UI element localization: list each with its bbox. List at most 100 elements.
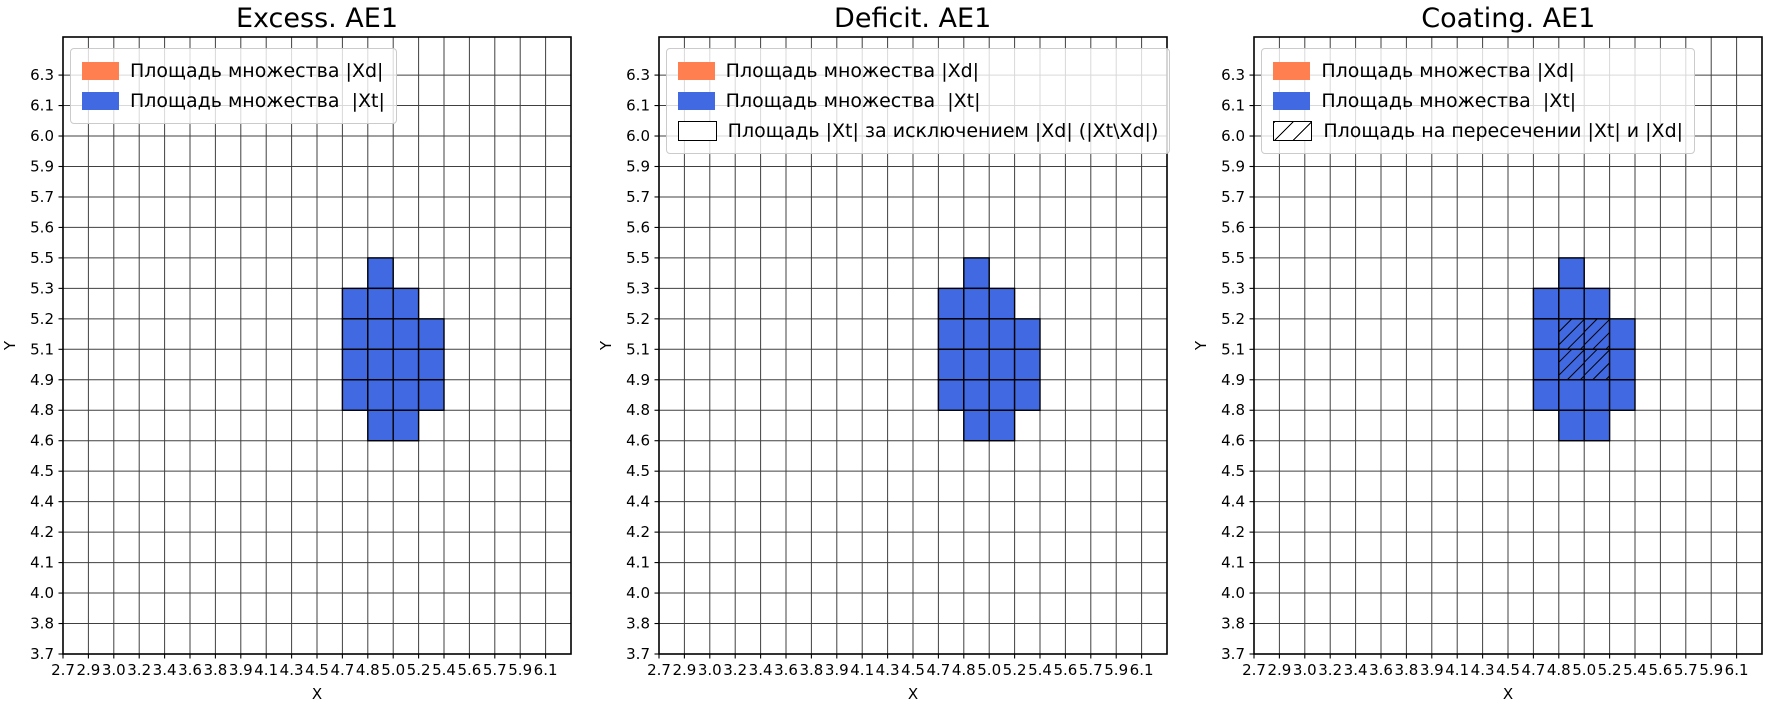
x-tick-label: 5.9 [1104,661,1128,679]
filled-cell [367,348,394,381]
hatch-line [1558,349,1585,376]
x-tick-label: 5.7 [483,661,507,679]
legend-swatch-blue [82,92,119,110]
y-tick-label: 3.8 [626,615,650,633]
y-tick-label: 5.6 [1221,218,1245,236]
x-axis-label: X [908,685,918,703]
hatch-line [1605,345,1611,350]
y-tick-label: 4.9 [30,371,54,389]
y-tick-label: 3.8 [30,615,54,633]
filled-cell [1533,287,1560,320]
filled-cell [1013,348,1041,381]
hatch-line [1584,319,1611,346]
x-tick-label: 4.3 [875,661,899,679]
tick-marks [654,74,1142,659]
x-tick-labels: 2.7 2.9 3.0 3.2 3.4 3.6 3.8 3.9 4.1 4.3 4.5 4.7 4.8 5… [51,661,557,679]
filled-cell [962,409,990,442]
filled-cell [392,409,420,442]
filled-cell [988,318,1015,351]
legend-coating: Площадь множества |Xd| Площадь множества … [1261,48,1696,154]
y-tick-label: 4.5 [1221,462,1245,480]
x-tick-label: 4.3 [280,661,304,679]
filled-cell [937,348,965,381]
xt-region-cells [1533,257,1637,442]
hatch-line [1580,345,1585,350]
legend-swatch-orange [82,62,119,80]
y-tick-label: 6.3 [1221,66,1245,84]
legend-swatch-empty [677,121,717,141]
subplot-excess: Excess. AE1 2.7 2.9 3.0 3.2 3.4 3.6 3.8 3.9 4.1 4… [0,0,596,709]
filled-cell [937,287,965,320]
hatch-line [1558,319,1585,346]
y-tick-label: 4.0 [626,584,650,602]
y-tick-label: 4.8 [626,401,650,419]
y-tick-label: 5.7 [1221,188,1245,206]
y-tick-labels: 3.7 3.8 4.0 4.1 4.2 4.4 4.5 4.6 4.8 4.9 5.1 5.2 5.3 5… [30,66,54,663]
y-tick-label: 4.4 [30,493,54,511]
x-tick-label: 5.9 [508,661,532,679]
filled-cell [988,409,1015,442]
hatch-line [1592,332,1611,350]
x-tick-label: 3.4 [153,661,177,679]
filled-cell [1013,318,1041,351]
x-tick-label: 3.6 [774,661,798,679]
x-tick-label: 2.9 [76,661,100,679]
filled-cell [1533,348,1560,381]
x-tick-label: 5.9 [1700,661,1724,679]
filled-cell [367,287,394,320]
x-tick-label: 5.4 [432,661,456,679]
y-tick-label: 4.5 [626,462,650,480]
filled-cell [988,287,1015,320]
x-tick-label: 2.9 [1268,661,1292,679]
x-tick-label: 5.7 [1674,661,1698,679]
x-tick-label: 2.7 [647,661,671,679]
x-tick-label: 4.7 [926,661,950,679]
filled-cell [392,318,420,351]
filled-cell [1013,379,1041,411]
y-tick-label: 5.3 [626,279,650,297]
y-tick-label: 4.4 [1221,493,1245,511]
x-tick-label: 3.4 [748,661,772,679]
y-tick-label: 4.1 [626,554,650,572]
legend-entry: Площадь множества |Xt| [677,86,1159,116]
subplot-coating: Coating. AE1 2.7 2.9 3.0 3.2 3.4 3.6 3.8 3.9 4.1… [1191,0,1787,709]
y-tick-label: 4.0 [30,584,54,602]
legend-entry: Площадь множества |Xd| [1273,56,1683,86]
x-tick-label: 4.5 [1496,661,1520,679]
filled-cell [937,379,965,411]
x-tick-label: 4.3 [1471,661,1495,679]
y-axis-label: Y [597,340,615,351]
y-tick-label: 5.6 [30,218,54,236]
plot-area-excess: 2.7 2.9 3.0 3.2 3.4 3.6 3.8 3.9 4.1 4.3 4.5 4.7 4.8 5… [1,36,572,703]
filled-cell [341,379,369,411]
x-tick-label: 4.7 [1522,661,1546,679]
legend-entry: Площадь множества |Xt| [1273,86,1683,116]
hatch-line [1592,362,1611,381]
y-tick-label: 4.2 [626,523,650,541]
x-tick-labels: 2.7 2.9 3.0 3.2 3.4 3.6 3.8 3.9 4.1 4.3 4.5 4.7 4.8 5… [647,661,1153,679]
filled-cell [367,318,394,351]
hatch-line [1580,375,1585,381]
filled-cell [392,287,420,320]
x-tick-label: 3.8 [203,661,227,679]
filled-cell [1583,287,1611,320]
legend-label: Площадь множества |Xd| [130,60,384,82]
x-tick-label: 5.6 [457,661,481,679]
x-tick-label: 4.1 [850,661,874,679]
x-tick-label: 6.1 [1725,661,1749,679]
y-tick-label: 5.9 [1221,157,1245,175]
y-axis-label: Y [1,340,19,351]
y-tick-label: 3.7 [626,645,650,663]
filled-cell [1533,318,1560,351]
y-tick-label: 5.9 [626,157,650,175]
filled-cell [1558,257,1586,290]
hatch-line [1584,348,1598,363]
y-tick-label: 3.7 [1221,645,1245,663]
filled-cell [937,318,965,351]
y-tick-label: 5.1 [30,340,54,358]
y-tick-label: 6.1 [30,97,54,115]
y-tick-label: 5.6 [626,218,650,236]
y-tick-label: 4.5 [30,462,54,480]
x-tick-label: 6.1 [1129,661,1153,679]
y-axis-label: Y [1192,340,1210,351]
